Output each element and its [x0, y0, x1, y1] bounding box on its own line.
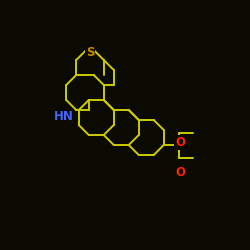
Text: O: O — [175, 136, 185, 149]
Text: HN: HN — [54, 110, 74, 123]
Text: S: S — [86, 46, 94, 59]
Text: O: O — [175, 166, 185, 179]
